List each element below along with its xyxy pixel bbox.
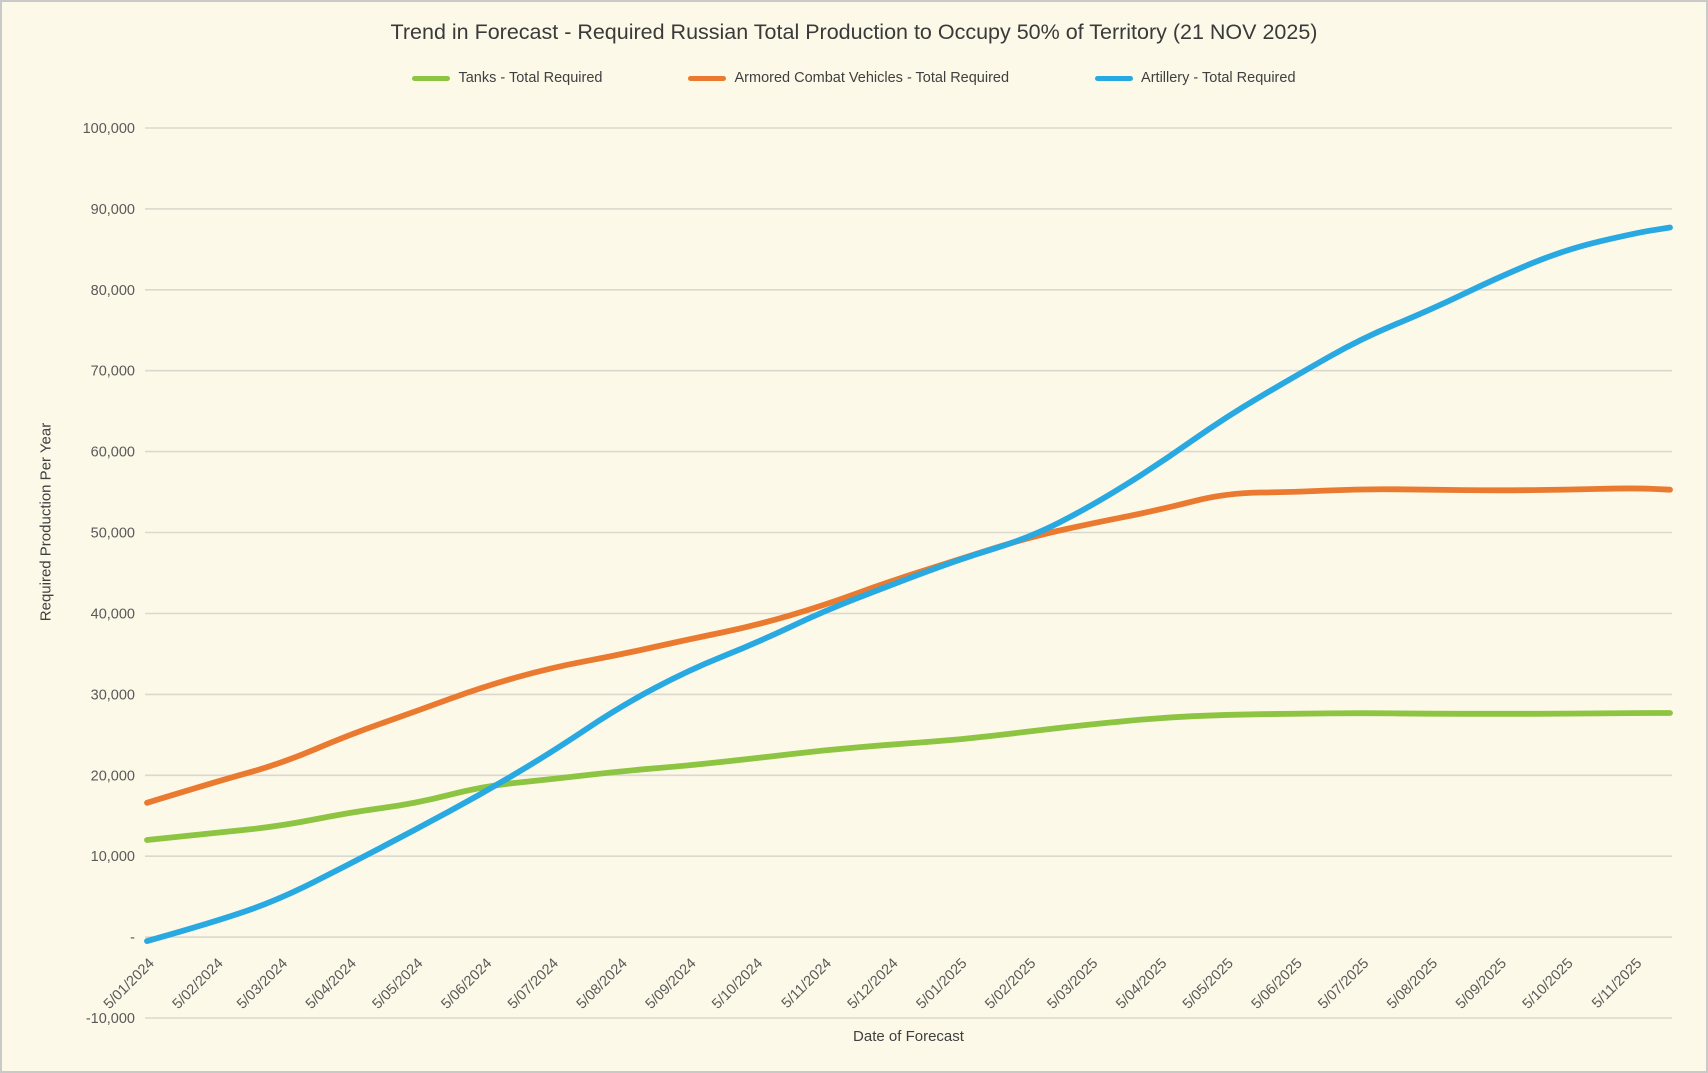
y-tick-label: 80,000 <box>91 283 135 299</box>
y-tick-label: -10,000 <box>86 1011 135 1027</box>
legend-swatch-armored-combat-vehicles <box>688 75 727 81</box>
chart-title: Trend in Forecast - Required Russian Tot… <box>390 20 1318 44</box>
x-tick-label: 5/07/2024 <box>505 956 562 1013</box>
y-tick-label: 60,000 <box>91 445 135 461</box>
x-tick-label: 5/08/2024 <box>574 956 631 1013</box>
x-tick-label: 5/02/2024 <box>170 956 227 1013</box>
x-tick-label: 5/10/2024 <box>709 956 766 1013</box>
x-tick-label: 5/03/2024 <box>234 956 291 1013</box>
legend-swatch-tanks <box>412 75 451 81</box>
legend-swatch-artillery <box>1095 75 1134 81</box>
x-tick-label: 5/05/2025 <box>1180 956 1237 1013</box>
legend-item-tanks[interactable]: Tanks - Total Required <box>412 70 602 86</box>
x-tick-label: 5/06/2025 <box>1249 956 1306 1013</box>
y-tick-label: 100,000 <box>83 121 135 137</box>
x-tick-label: 5/04/2025 <box>1113 956 1170 1013</box>
x-tick-label: 5/04/2024 <box>303 956 360 1013</box>
y-tick-label: 40,000 <box>91 607 135 623</box>
x-tick-label: 5/08/2025 <box>1384 956 1441 1013</box>
x-tick-label: 5/09/2024 <box>643 956 700 1013</box>
x-tick-label: 5/11/2025 <box>1589 956 1645 1012</box>
series-line-tanks <box>144 710 1673 843</box>
x-tick-label: 5/09/2025 <box>1453 956 1510 1013</box>
y-axis-title: Required Production Per Year <box>37 422 55 622</box>
x-tick-label: 5/05/2024 <box>369 956 426 1013</box>
x-axis-title: Date of Forecast <box>853 1028 964 1045</box>
x-tick-label: 5/10/2025 <box>1520 956 1577 1013</box>
y-tick-label: 20,000 <box>91 768 135 784</box>
x-tick-label: 5/06/2024 <box>438 956 495 1013</box>
series-line-armored-combat-vehicles <box>144 485 1673 806</box>
legend-label: Artillery - Total Required <box>1141 70 1296 86</box>
legend-item-armored-combat-vehicles[interactable]: Armored Combat Vehicles - Total Required <box>688 70 1009 86</box>
series-line-artillery <box>144 224 1673 944</box>
x-tick-label: 5/11/2024 <box>779 956 835 1012</box>
y-tick-label: 90,000 <box>91 202 135 218</box>
x-tick-label: 5/12/2024 <box>845 956 902 1013</box>
x-tick-label: 5/02/2025 <box>982 956 1039 1013</box>
x-tick-label: 5/01/2024 <box>101 956 158 1013</box>
y-tick-label: 70,000 <box>91 364 135 380</box>
x-tick-label: 5/03/2025 <box>1044 956 1101 1013</box>
legend-item-artillery[interactable]: Artillery - Total Required <box>1095 70 1296 86</box>
legend-label: Tanks - Total Required <box>458 70 603 86</box>
legend: Tanks - Total Required Armored Combat Ve… <box>2 70 1706 86</box>
y-tick-label: 30,000 <box>91 687 135 703</box>
y-tick-label: 50,000 <box>91 526 135 542</box>
legend-label: Armored Combat Vehicles - Total Required <box>734 70 1010 86</box>
x-tick-label: 5/07/2025 <box>1315 956 1372 1013</box>
y-tick-label: 10,000 <box>91 849 135 865</box>
y-tick-label: - <box>130 930 135 946</box>
x-tick-label: 5/01/2025 <box>913 956 970 1013</box>
